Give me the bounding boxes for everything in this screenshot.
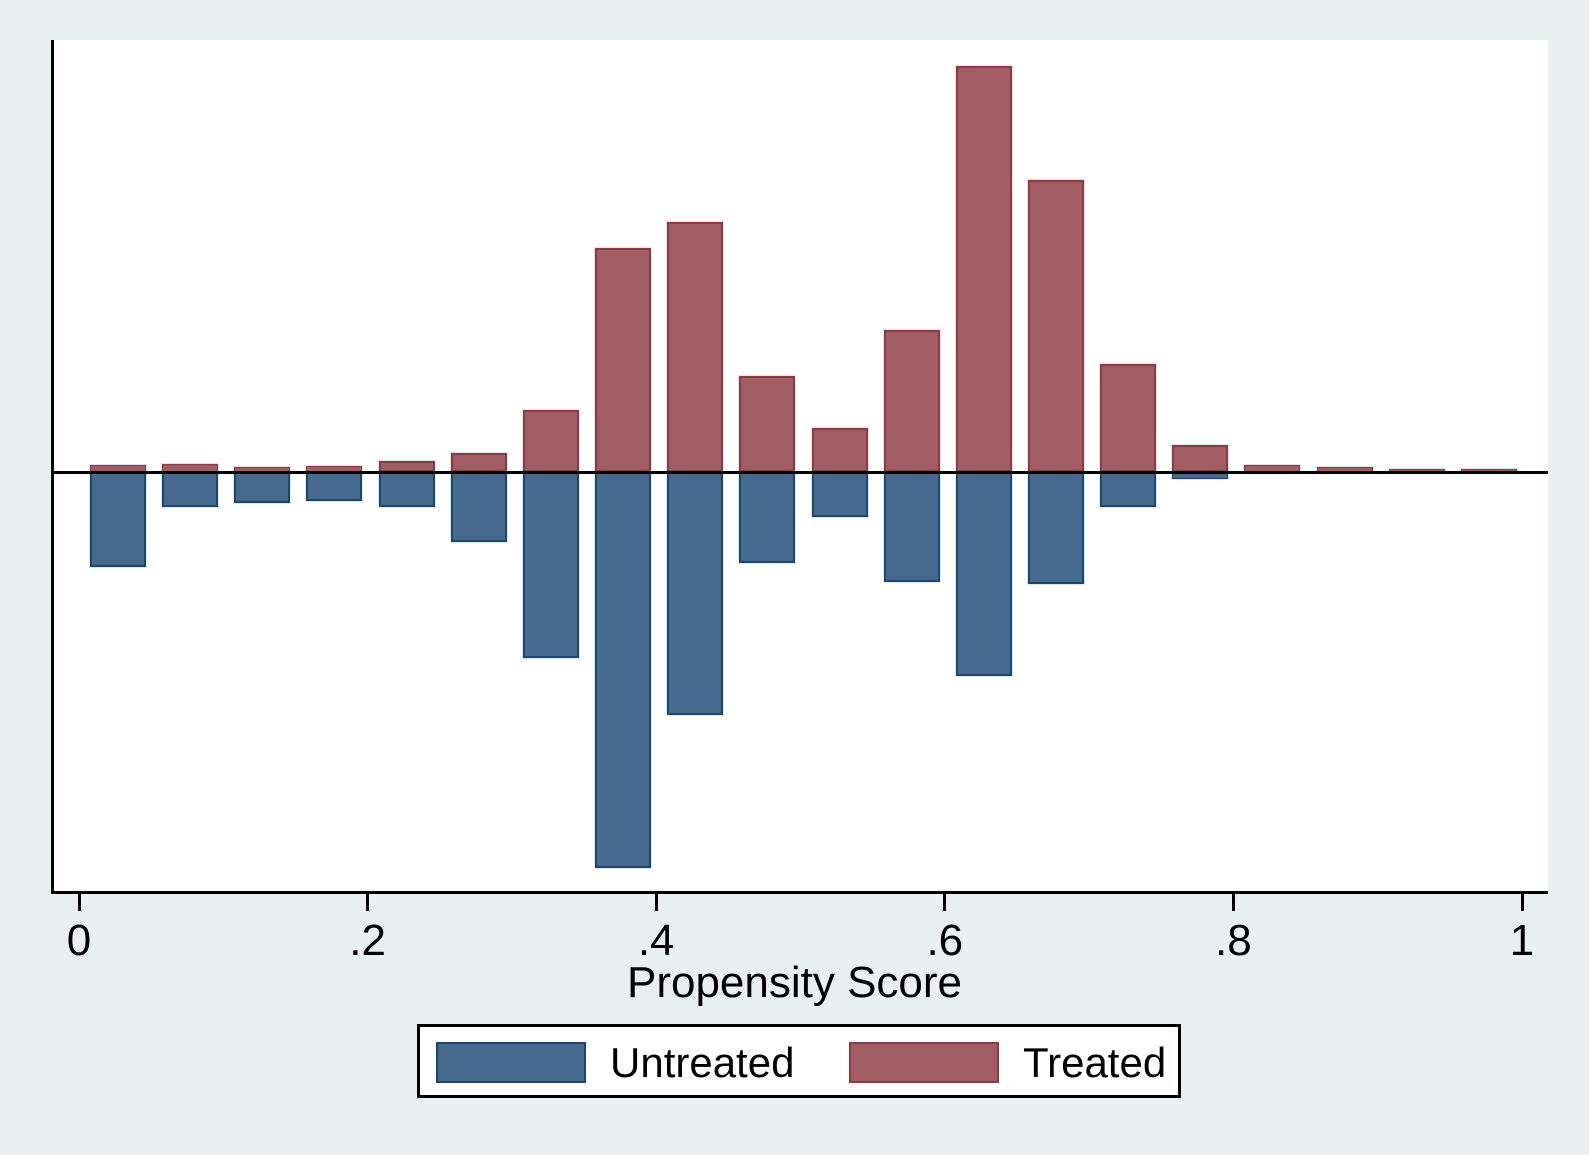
bar-untreated-bin-1 (90, 472, 146, 567)
x-axis-tick-label-2: .2 (349, 916, 386, 965)
bar-treated-bin-9 (667, 222, 723, 472)
bar-untreated-bin-2 (162, 472, 218, 507)
bar-untreated-bin-4 (306, 472, 362, 501)
bar-untreated-bin-7 (523, 472, 579, 658)
x-axis-title: Propensity Score (626, 958, 963, 1007)
x-axis-tick-label-3: .4 (637, 916, 675, 965)
bar-untreated-bin-9 (667, 472, 723, 715)
bar-treated-bin-16 (1172, 445, 1228, 472)
bar-untreated-bin-5 (379, 472, 435, 507)
bar-untreated-bin-11 (812, 472, 868, 517)
bar-untreated-bin-12 (884, 472, 940, 582)
legend-swatch-untreated (436, 1042, 586, 1083)
legend-label-treated: Treated (1023, 1038, 1167, 1086)
zero-baseline (54, 471, 1548, 474)
bar-untreated-bin-15 (1100, 472, 1156, 507)
x-axis-tick-2 (366, 894, 370, 911)
bar-treated-bin-8 (595, 248, 651, 472)
x-axis-tick-label-6: 1 (1509, 916, 1535, 965)
bar-treated-bin-11 (812, 428, 868, 472)
x-axis-tick-1 (77, 894, 81, 911)
x-axis-tick-6 (1520, 894, 1524, 911)
bar-untreated-bin-14 (1028, 472, 1084, 584)
bar-treated-bin-12 (884, 330, 940, 472)
bar-untreated-bin-6 (451, 472, 507, 542)
x-axis-tick-label-4: .6 (926, 916, 964, 965)
x-axis-tick-label-5: .8 (1215, 916, 1252, 965)
x-axis-tick-3 (654, 894, 658, 911)
bar-untreated-bin-3 (234, 472, 290, 503)
bar-treated-bin-10 (739, 376, 795, 472)
bar-treated-bin-7 (523, 410, 579, 472)
legend-label-untreated: Untreated (610, 1038, 795, 1086)
bar-untreated-bin-13 (956, 472, 1012, 676)
plot-panel (51, 40, 1548, 894)
bar-untreated-bin-8 (595, 472, 651, 868)
bar-untreated-bin-10 (739, 472, 795, 563)
x-axis-tick-4 (943, 894, 947, 911)
x-axis-tick-5 (1231, 894, 1235, 911)
bar-treated-bin-6 (451, 453, 507, 472)
legend-box: Untreated Treated (417, 1024, 1181, 1098)
bar-treated-bin-14 (1028, 180, 1084, 472)
legend-swatch-treated (849, 1042, 999, 1083)
x-axis-tick-label-1: 0 (66, 916, 92, 965)
bar-treated-bin-13 (956, 66, 1012, 472)
bar-treated-bin-15 (1100, 364, 1156, 472)
